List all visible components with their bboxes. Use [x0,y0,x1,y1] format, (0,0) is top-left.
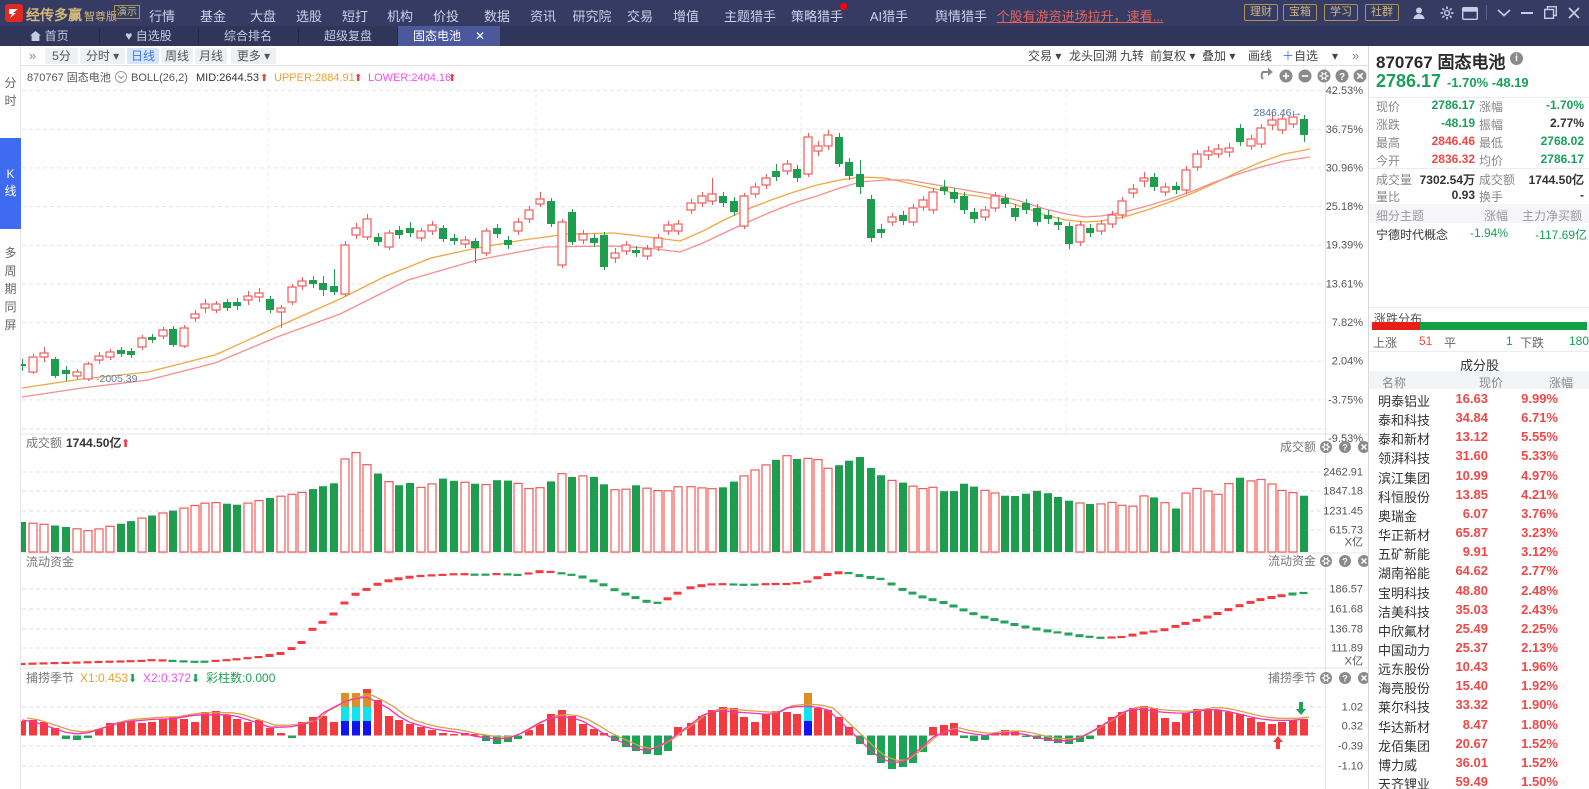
svg-text:X亿: X亿 [1345,655,1363,668]
svg-text:UPPER:2884.91: UPPER:2884.91 [274,72,355,84]
svg-text:7.82%: 7.82% [1332,317,1363,329]
svg-text:⬆: ⬆ [260,73,268,84]
svg-text:161.68: 161.68 [1329,604,1363,616]
svg-text:1231.45: 1231.45 [1323,506,1363,518]
svg-text:?: ? [1342,674,1348,684]
svg-text:2846.46→: 2846.46→ [1254,107,1302,119]
svg-text:LOWER:2404.16: LOWER:2404.16 [368,72,451,84]
svg-text:流动资金: 流动资金 [1268,553,1316,568]
svg-text:25.18%: 25.18% [1326,201,1364,213]
svg-text:⬇: ⬇ [128,673,137,685]
svg-text:⬆: ⬆ [121,438,130,450]
svg-text:186.57: 186.57 [1329,584,1363,596]
svg-text:成交额: 成交额 [26,435,62,450]
svg-text:BOLL(26,2): BOLL(26,2) [131,72,188,84]
svg-text:X1:0.453: X1:0.453 [80,671,128,685]
svg-text:30.96%: 30.96% [1326,162,1364,174]
svg-text:36.75%: 36.75% [1326,124,1364,136]
svg-text:2.04%: 2.04% [1332,356,1363,368]
svg-text:-1.10: -1.10 [1338,761,1363,773]
svg-text:1847.18: 1847.18 [1323,486,1363,498]
svg-text:13.61%: 13.61% [1326,278,1364,290]
svg-text:?: ? [1342,443,1348,453]
svg-text:?: ? [1342,557,1348,567]
svg-text:-3.75%: -3.75% [1328,394,1363,406]
svg-text:MID:2644.53: MID:2644.53 [196,72,259,84]
svg-text:19.39%: 19.39% [1326,240,1364,252]
svg-text:⬇: ⬇ [191,673,200,685]
svg-text:136.78: 136.78 [1329,624,1363,636]
svg-text:2462.91: 2462.91 [1323,467,1363,479]
svg-text:彩柱数:0.000: 彩柱数:0.000 [206,670,276,685]
svg-text:X2:0.372: X2:0.372 [143,671,191,685]
svg-text:42.53%: 42.53% [1326,85,1364,97]
svg-text:-2005.39: -2005.39 [96,373,138,385]
svg-text:?: ? [1339,72,1345,83]
svg-text:捕捞季节: 捕捞季节 [1268,670,1316,685]
svg-text:⬆: ⬆ [354,73,362,84]
svg-text:1.02: 1.02 [1342,702,1363,714]
svg-text:-9.53%: -9.53% [1328,433,1363,445]
svg-text:870767 固态电池: 870767 固态电池 [27,71,111,84]
svg-text:1744.50亿: 1744.50亿 [66,435,121,450]
svg-text:X亿: X亿 [1345,536,1363,549]
svg-text:615.73: 615.73 [1329,525,1363,537]
svg-text:⬆: ⬆ [448,73,456,84]
svg-text:捕捞季节: 捕捞季节 [26,670,74,685]
svg-text:成交额: 成交额 [1280,439,1316,454]
svg-text:0.32: 0.32 [1342,721,1363,733]
svg-text:111.89: 111.89 [1331,643,1363,655]
svg-text:流动资金: 流动资金 [26,554,74,569]
svg-text:-0.39: -0.39 [1338,741,1363,753]
